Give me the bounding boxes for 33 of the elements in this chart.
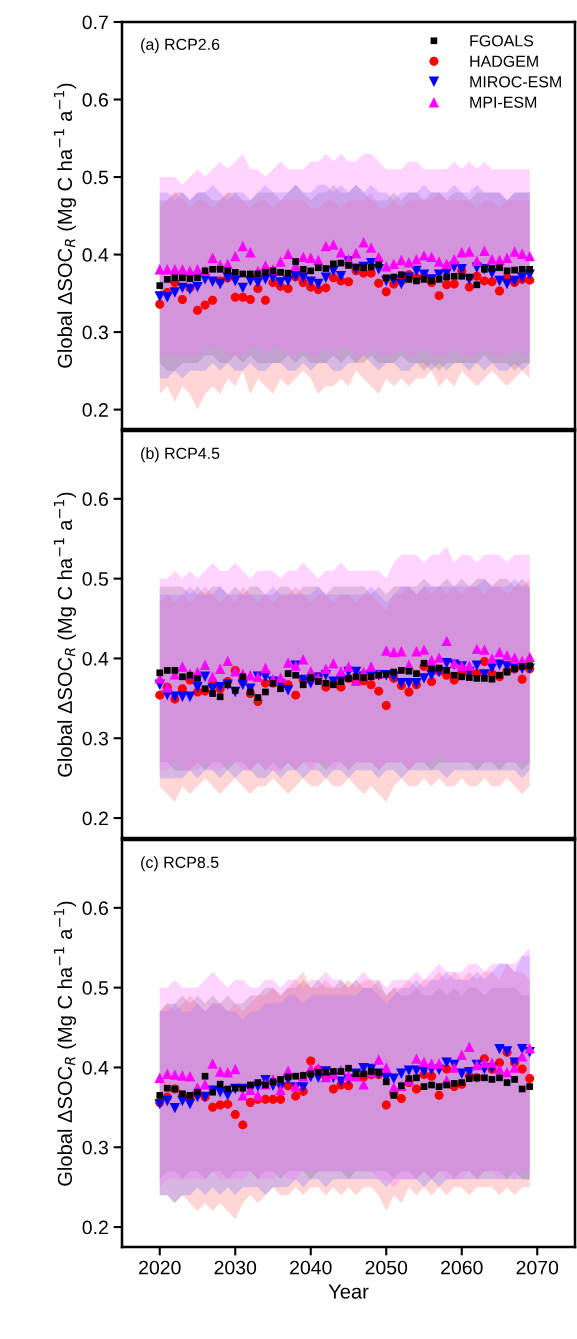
legend-label: FGOALS [470,35,534,47]
y-tick-label: 0.5 [82,170,108,185]
y-tick-label: 0.5 [82,981,108,995]
y-tick-label: 0.7 [82,15,108,30]
y-tick-label: 0.3 [82,1140,108,1155]
y-tick-label: 0.4 [82,248,109,262]
y-tick-label: 0.2 [82,1220,108,1235]
y-axis-title: Global ΔSOC$_{R}$ (Mg C ha$^{−1}$ a$^{−1}$) [53,901,77,1186]
text: (b) RCP4.5 [141,447,220,463]
x-tick-label: 2060 [441,1260,483,1275]
x-tick-label: 2050 [365,1260,408,1275]
y-tick-label: 0.3 [82,325,108,340]
y-axis-title: Global ΔSOC$_{R}$ (Mg C ha$^{−1}$ a$^{−1}$) [53,83,77,368]
legend-label: HADGEM [470,55,538,67]
y-tick-label: 0.6 [82,92,108,107]
text: (c) RCP8.5 [141,856,219,872]
y-tick-label: 0.2 [82,811,108,826]
legend-label: MIROC-ESM [470,76,561,88]
y-tick-label: 0.4 [82,651,109,666]
x-tick-label: 2030 [214,1260,257,1275]
y-tick-label: 0.6 [82,492,108,507]
x-tick-label: 2070 [516,1260,559,1275]
y-axis-title: Global ΔSOC$_{R}$ (Mg C ha$^{−1}$ a$^{−1}$) [53,492,77,777]
y-tick-label: 0.5 [82,572,108,586]
y-tick-label: 0.2 [82,403,108,417]
x-tick-label: 2020 [139,1260,181,1275]
x-tick-label: 2040 [290,1260,332,1275]
text: (a) RCP2.6 [141,38,220,54]
legend-label: MPI-ESM [470,96,537,108]
y-tick-label: 0.4 [82,1060,109,1075]
y-tick-label: 0.3 [82,731,108,746]
y-tick-label: 0.6 [82,901,108,916]
x-axis-title: Year [328,1284,369,1299]
